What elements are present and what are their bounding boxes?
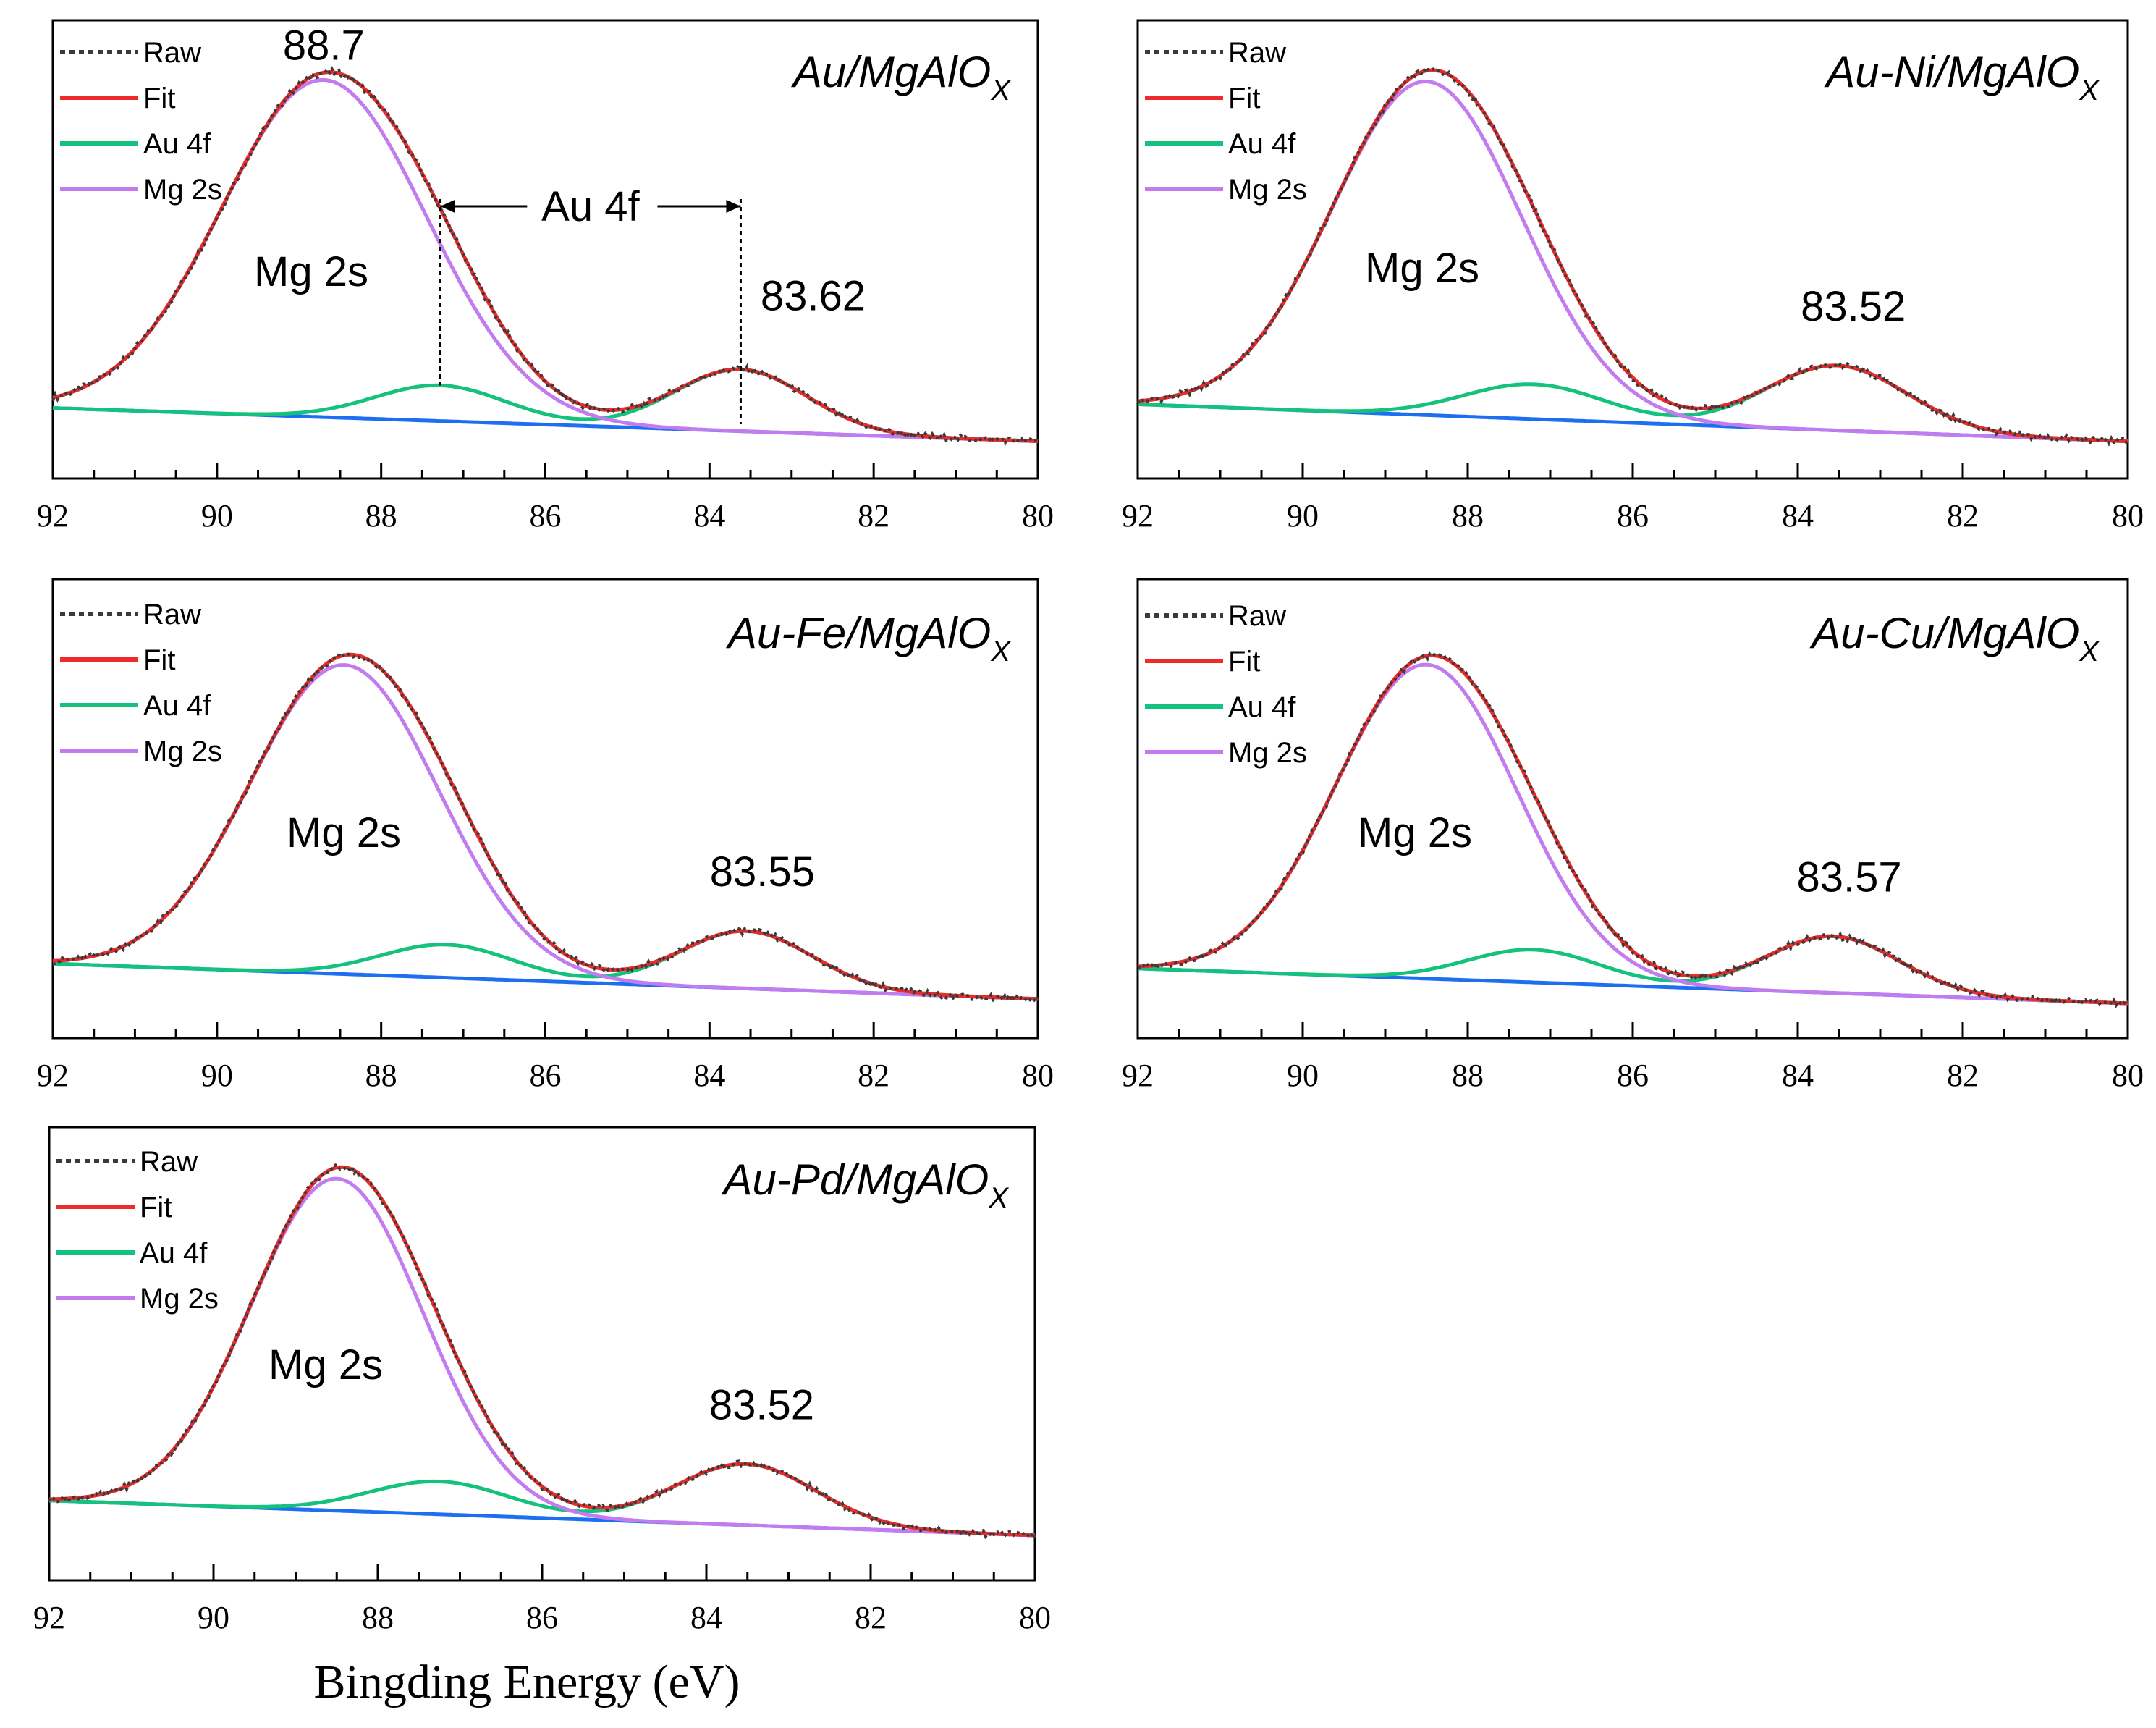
panel-5-legend-label: Au 4f bbox=[140, 1237, 208, 1269]
panel-5-tick-label: 80 bbox=[1019, 1600, 1051, 1635]
panel-5-tick-label: 84 bbox=[690, 1600, 722, 1635]
panel-3-raw-line bbox=[52, 652, 1039, 1005]
panel-2-legend-label: Au 4f bbox=[1228, 128, 1296, 160]
panel-3-legend-label: Au 4f bbox=[143, 690, 211, 722]
panel-3-tick-label: 84 bbox=[693, 1058, 725, 1093]
panel-3-legend-label: Fit bbox=[143, 644, 175, 676]
panel-3-tick-label: 92 bbox=[37, 1058, 69, 1093]
panel-5-mg2s-label: Mg 2s bbox=[269, 1341, 383, 1388]
panel-2-tick-label: 92 bbox=[1122, 498, 1154, 534]
panel-1-title-subscript: X bbox=[990, 75, 1011, 106]
panel-2-legend-label: Raw bbox=[1228, 37, 1286, 69]
panel-3-tick-label: 88 bbox=[365, 1058, 397, 1093]
panel-1-title: Au/MgAlOX bbox=[791, 48, 1011, 106]
panel-5-title: Au-Pd/MgAlOX bbox=[722, 1155, 1010, 1214]
panel-1-legend-label: Fit bbox=[143, 83, 175, 114]
panel-4-tick-label: 80 bbox=[2112, 1058, 2144, 1093]
panel-5-title-subscript: X bbox=[988, 1182, 1009, 1214]
panel-2-raw-line bbox=[1136, 65, 2129, 447]
panel-1-mg2s-label: Mg 2s bbox=[254, 248, 368, 295]
panel-5-legend-label: Raw bbox=[140, 1146, 198, 1178]
panel-3-tick-label: 86 bbox=[530, 1058, 562, 1093]
panel-1-tick-label: 84 bbox=[693, 498, 725, 534]
panel-3-tick-label: 90 bbox=[201, 1058, 233, 1093]
panel-2-legend-label: Mg 2s bbox=[1228, 174, 1307, 206]
panel-1-tick-label: 88 bbox=[365, 498, 397, 534]
panel-5-legend-label: Fit bbox=[140, 1192, 172, 1223]
panel-2-title-subscript: X bbox=[2079, 75, 2100, 106]
panel-2-tick-label: 90 bbox=[1287, 498, 1319, 534]
x-axis-title: Bingding Energy (eV) bbox=[313, 1656, 740, 1708]
panel-4-legend-label: Fit bbox=[1228, 646, 1260, 678]
panel-4-tick-label: 88 bbox=[1452, 1058, 1484, 1093]
panel-1-legend-label: Au 4f bbox=[143, 128, 211, 160]
panel-4-au4f-peak-value: 83.57 bbox=[1796, 854, 1901, 901]
panel-3-au4f-peak-value: 83.55 bbox=[710, 848, 815, 895]
panel-5-au4f-peak-value: 83.52 bbox=[709, 1381, 814, 1428]
panel-3-tick-label: 82 bbox=[858, 1058, 889, 1093]
panel-2-title: Au-Ni/MgAlOX bbox=[1824, 48, 2100, 106]
panel-4-title: Au-Cu/MgAlOX bbox=[1809, 609, 2100, 667]
panel-1-au4f-peak-value: 83.62 bbox=[761, 272, 866, 319]
panel-2-mg2s-label: Mg 2s bbox=[1365, 245, 1479, 292]
panel-5-tick-label: 86 bbox=[526, 1600, 558, 1635]
panel-5-legend-label: Mg 2s bbox=[140, 1283, 219, 1315]
panel-1-raw-line bbox=[51, 65, 1039, 447]
panel-4-tick-label: 86 bbox=[1617, 1058, 1649, 1093]
panel-3-mg2s-label: Mg 2s bbox=[287, 809, 401, 856]
panel-5-tick-label: 88 bbox=[362, 1600, 394, 1635]
panel-1-tick-label: 80 bbox=[1022, 498, 1054, 534]
panel-3-legend-label: Raw bbox=[143, 599, 201, 631]
panel-3-title-main: Au-Fe/MgAlO bbox=[726, 609, 991, 657]
panel-4-tick-label: 90 bbox=[1287, 1058, 1319, 1093]
panel-4-tick-label: 84 bbox=[1782, 1058, 1814, 1093]
panel-4-legend-label: Raw bbox=[1228, 600, 1286, 632]
panel-5-title-main: Au-Pd/MgAlO bbox=[722, 1155, 989, 1204]
panel-1-title-main: Au/MgAlO bbox=[791, 48, 991, 96]
panel-2-tick-label: 84 bbox=[1782, 498, 1814, 534]
panel-4-mg2s-label: Mg 2s bbox=[1358, 809, 1472, 856]
panel-2-tick-label: 88 bbox=[1452, 498, 1484, 534]
panel-4-tick-label: 82 bbox=[1947, 1058, 1979, 1093]
panel-1-tick-label: 90 bbox=[201, 498, 233, 534]
panel-4-legend-label: Au 4f bbox=[1228, 691, 1296, 723]
bracket-label: Au 4f bbox=[541, 183, 640, 230]
panel-3-tick-label: 80 bbox=[1022, 1058, 1054, 1093]
panel-2-fit-line bbox=[1137, 68, 2128, 444]
panel-5-raw-line bbox=[48, 1163, 1036, 1540]
panel-1-tick-label: 92 bbox=[37, 498, 69, 534]
panel-1-tick-label: 82 bbox=[858, 498, 889, 534]
panel-3-title-subscript: X bbox=[990, 636, 1011, 667]
panel-3-title: Au-Fe/MgAlOX bbox=[726, 609, 1011, 667]
bracket-left-arrowhead bbox=[440, 200, 455, 213]
panel-1-legend-label: Raw bbox=[143, 37, 201, 69]
panel-2-tick-label: 86 bbox=[1617, 498, 1649, 534]
panel-1-mg2s-peak-value: 88.7 bbox=[283, 22, 365, 69]
panel-5-tick-label: 82 bbox=[855, 1600, 887, 1635]
panel-4-legend-label: Mg 2s bbox=[1228, 737, 1307, 769]
bracket-right-arrowhead bbox=[726, 200, 741, 213]
panel-4-raw-line bbox=[1137, 651, 2128, 1009]
panel-1-legend-label: Mg 2s bbox=[143, 174, 222, 206]
panel-5-tick-label: 90 bbox=[198, 1600, 229, 1635]
panel-2-au4f-peak-value: 83.52 bbox=[1801, 283, 1906, 330]
panel-5-mg2s-line bbox=[49, 1176, 1036, 1538]
panel-4-title-main: Au-Cu/MgAlO bbox=[1809, 609, 2079, 657]
panel-5-fit-line bbox=[49, 1165, 1036, 1538]
panel-2-tick-label: 82 bbox=[1947, 498, 1979, 534]
panel-2-legend-label: Fit bbox=[1228, 83, 1260, 114]
panel-2-title-main: Au-Ni/MgAlO bbox=[1824, 48, 2079, 96]
panel-4-title-subscript: X bbox=[2079, 636, 2100, 667]
panel-1-tick-label: 86 bbox=[530, 498, 562, 534]
panel-5-tick-label: 92 bbox=[33, 1600, 65, 1635]
panel-2-tick-label: 80 bbox=[2112, 498, 2144, 534]
panel-4-tick-label: 92 bbox=[1122, 1058, 1154, 1093]
panel-3-legend-label: Mg 2s bbox=[143, 736, 222, 767]
